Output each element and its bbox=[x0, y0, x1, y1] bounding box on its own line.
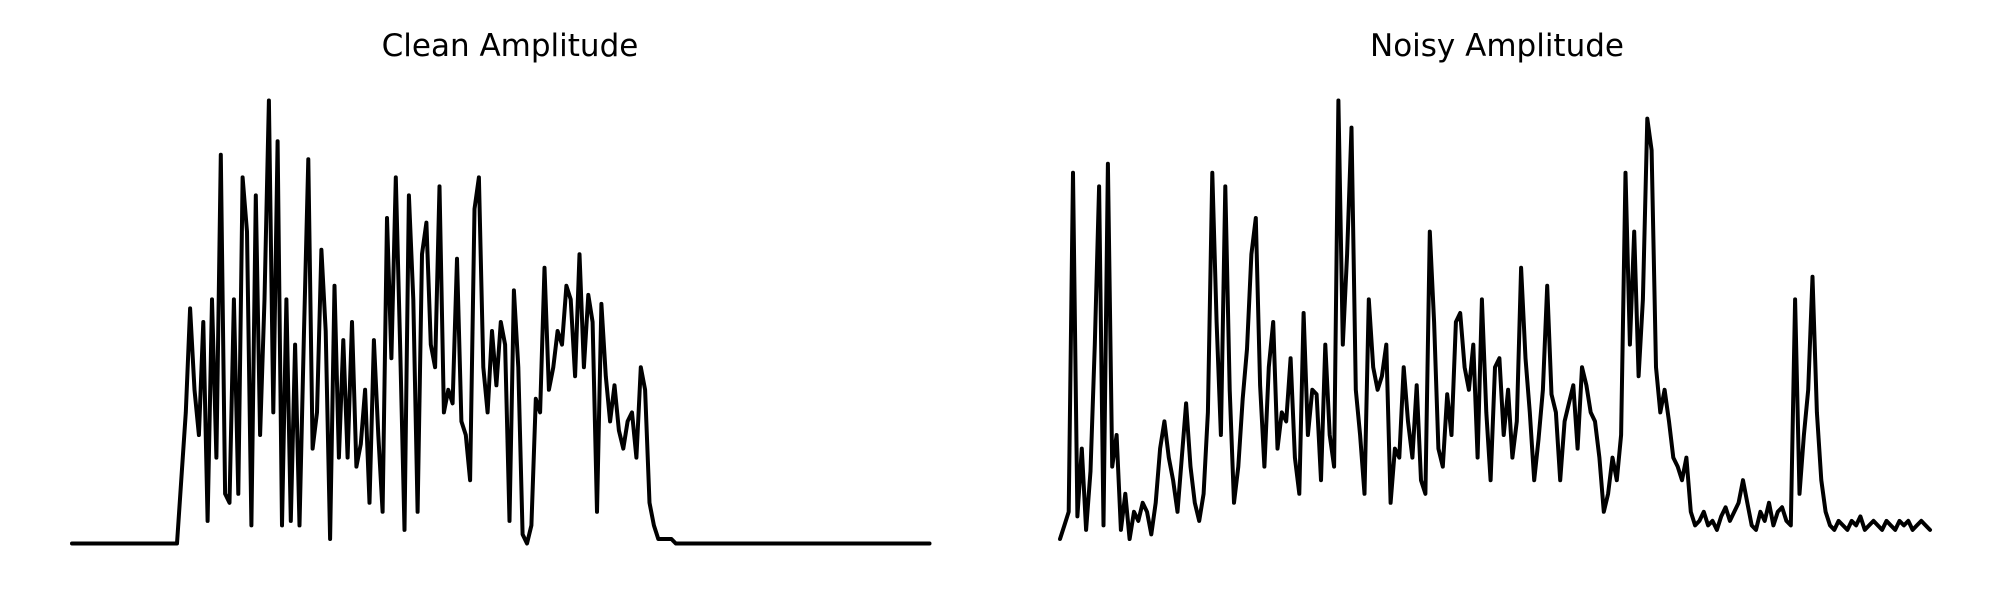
noisy-waveform-line bbox=[1058, 98, 1932, 541]
panel-title-clean: Clean Amplitude bbox=[382, 28, 639, 64]
panel-clean: Clean Amplitude bbox=[70, 28, 932, 546]
panel-title-noisy: Noisy Amplitude bbox=[1370, 28, 1624, 64]
clean-waveform-line bbox=[70, 98, 932, 546]
panel-noisy: Noisy Amplitude bbox=[1058, 28, 1932, 541]
